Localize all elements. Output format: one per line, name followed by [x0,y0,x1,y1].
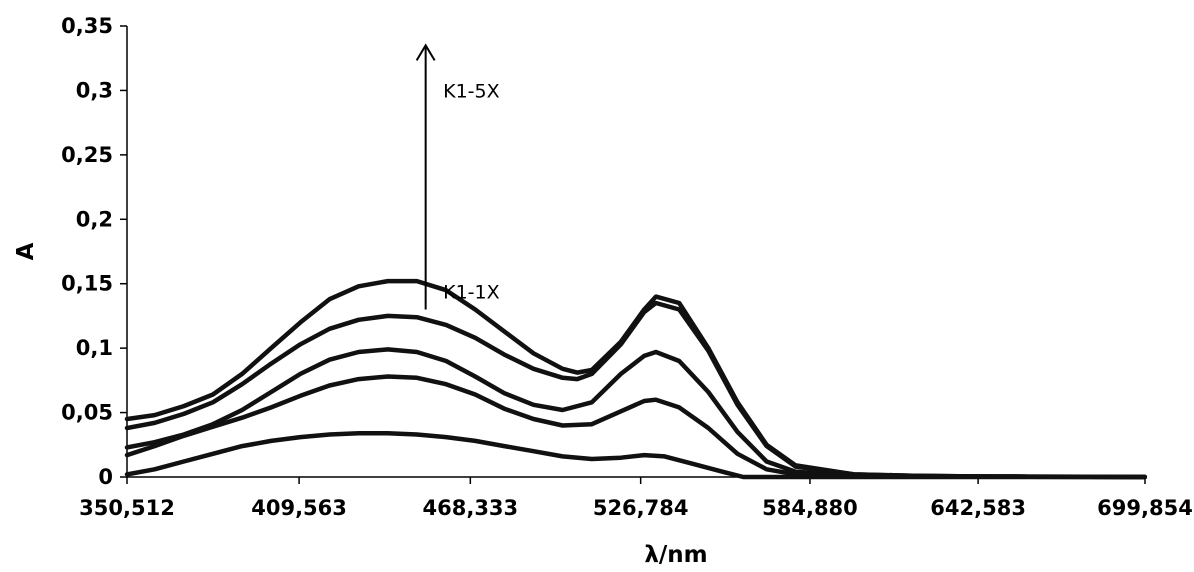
y-tick-label: 0,2 [76,207,113,231]
series-group [124,278,1148,480]
y-ticks: 0 0,05 0,1 0,15 0,2 0,25 0,3 0,35 [61,14,127,489]
y-axis-title: A [13,242,39,260]
x-tick-label: 350,512 [79,496,175,520]
x-tick-label: 699,854 [1097,496,1193,520]
y-tick-label: 0 [98,465,113,489]
y-tick-label: 0,25 [61,143,113,167]
annotation-group: K1-5X K1-1X [415,43,500,310]
series-line-4 [124,374,1148,480]
axes [126,26,1145,478]
increase-arrow-head [415,43,436,61]
annotation-label: K1-5X [443,80,500,102]
series-line-2 [124,300,1148,480]
annotation-label: K1-1X [443,281,500,303]
x-axis-title: λ/nm [644,542,707,568]
x-tick-label: 642,583 [930,496,1026,520]
x-tick-label: 409,563 [251,496,347,520]
y-tick-label: 0,35 [61,14,113,38]
y-tick-label: 0,15 [61,272,113,296]
x-tick-label: 584,880 [762,496,858,520]
y-tick-label: 0,3 [76,78,113,102]
x-tick-label: 468,333 [423,496,519,520]
x-ticks: 350,512 409,563 468,333 526,784 584,880 642,5… [79,477,1193,520]
x-tick-label: 526,784 [593,496,689,520]
y-tick-label: 0,05 [61,401,113,425]
series-line-1 [124,278,1148,480]
series-line-5 [124,430,1148,480]
y-tick-label: 0,1 [76,336,113,360]
